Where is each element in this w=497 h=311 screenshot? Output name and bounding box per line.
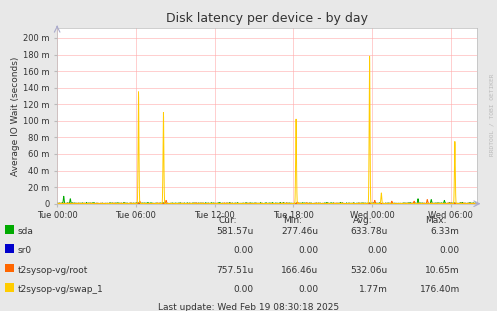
Text: 166.46u: 166.46u — [281, 266, 318, 275]
Title: Disk latency per device - by day: Disk latency per device - by day — [166, 12, 368, 26]
Text: 633.78u: 633.78u — [350, 227, 388, 236]
Text: Last update: Wed Feb 19 08:30:18 2025: Last update: Wed Feb 19 08:30:18 2025 — [158, 303, 339, 311]
Text: 6.33m: 6.33m — [431, 227, 460, 236]
Text: Max:: Max: — [425, 216, 446, 225]
Text: Min:: Min: — [283, 216, 302, 225]
Text: 0.00: 0.00 — [440, 247, 460, 255]
Y-axis label: Average IO Wait (seconds): Average IO Wait (seconds) — [11, 56, 20, 175]
Text: Avg:: Avg: — [353, 216, 372, 225]
Text: 176.40m: 176.40m — [419, 285, 460, 294]
Text: 0.00: 0.00 — [234, 285, 253, 294]
Text: t2sysop-vg/swap_1: t2sysop-vg/swap_1 — [17, 285, 103, 294]
Text: 757.51u: 757.51u — [216, 266, 253, 275]
Text: 0.00: 0.00 — [234, 247, 253, 255]
Text: 1.77m: 1.77m — [359, 285, 388, 294]
Text: sda: sda — [17, 227, 33, 236]
Text: t2sysop-vg/root: t2sysop-vg/root — [17, 266, 88, 275]
Text: Cur:: Cur: — [219, 216, 237, 225]
Text: 277.46u: 277.46u — [281, 227, 318, 236]
Text: 0.00: 0.00 — [298, 285, 318, 294]
Text: 0.00: 0.00 — [298, 247, 318, 255]
Text: sr0: sr0 — [17, 247, 31, 255]
Text: RRDTOOL / TOBI OETIKER: RRDTOOL / TOBI OETIKER — [490, 74, 495, 156]
Text: 532.06u: 532.06u — [350, 266, 388, 275]
Text: 10.65m: 10.65m — [425, 266, 460, 275]
Text: 581.57u: 581.57u — [216, 227, 253, 236]
Text: 0.00: 0.00 — [368, 247, 388, 255]
